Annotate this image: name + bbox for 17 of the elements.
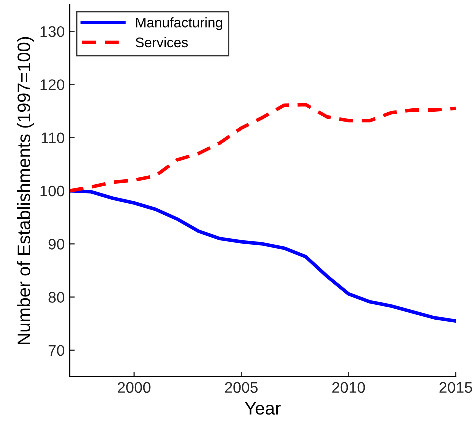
legend-label: Manufacturing bbox=[136, 18, 222, 30]
legend-label: Services bbox=[136, 37, 188, 48]
y-tick-label: 100 bbox=[40, 186, 65, 197]
y-tick-label: 90 bbox=[48, 239, 65, 250]
x-tick-label: 2005 bbox=[225, 382, 258, 394]
x-tick-label: 2015 bbox=[440, 382, 472, 394]
line-series bbox=[70, 103, 456, 193]
x-tick-label: 2000 bbox=[118, 382, 151, 394]
y-tick-label: 80 bbox=[48, 292, 65, 303]
y-tick-label: 130 bbox=[40, 26, 65, 38]
x-tick-label: 2010 bbox=[332, 382, 366, 394]
y-axis-title: Number of Establishments (1997=100) bbox=[17, 37, 34, 344]
line-series bbox=[70, 189, 456, 323]
y-tick-label: 110 bbox=[42, 132, 65, 144]
y-tick-label: 70 bbox=[48, 345, 65, 356]
y-tick-label: 120 bbox=[40, 80, 65, 90]
x-axis-title: Year bbox=[245, 402, 281, 415]
